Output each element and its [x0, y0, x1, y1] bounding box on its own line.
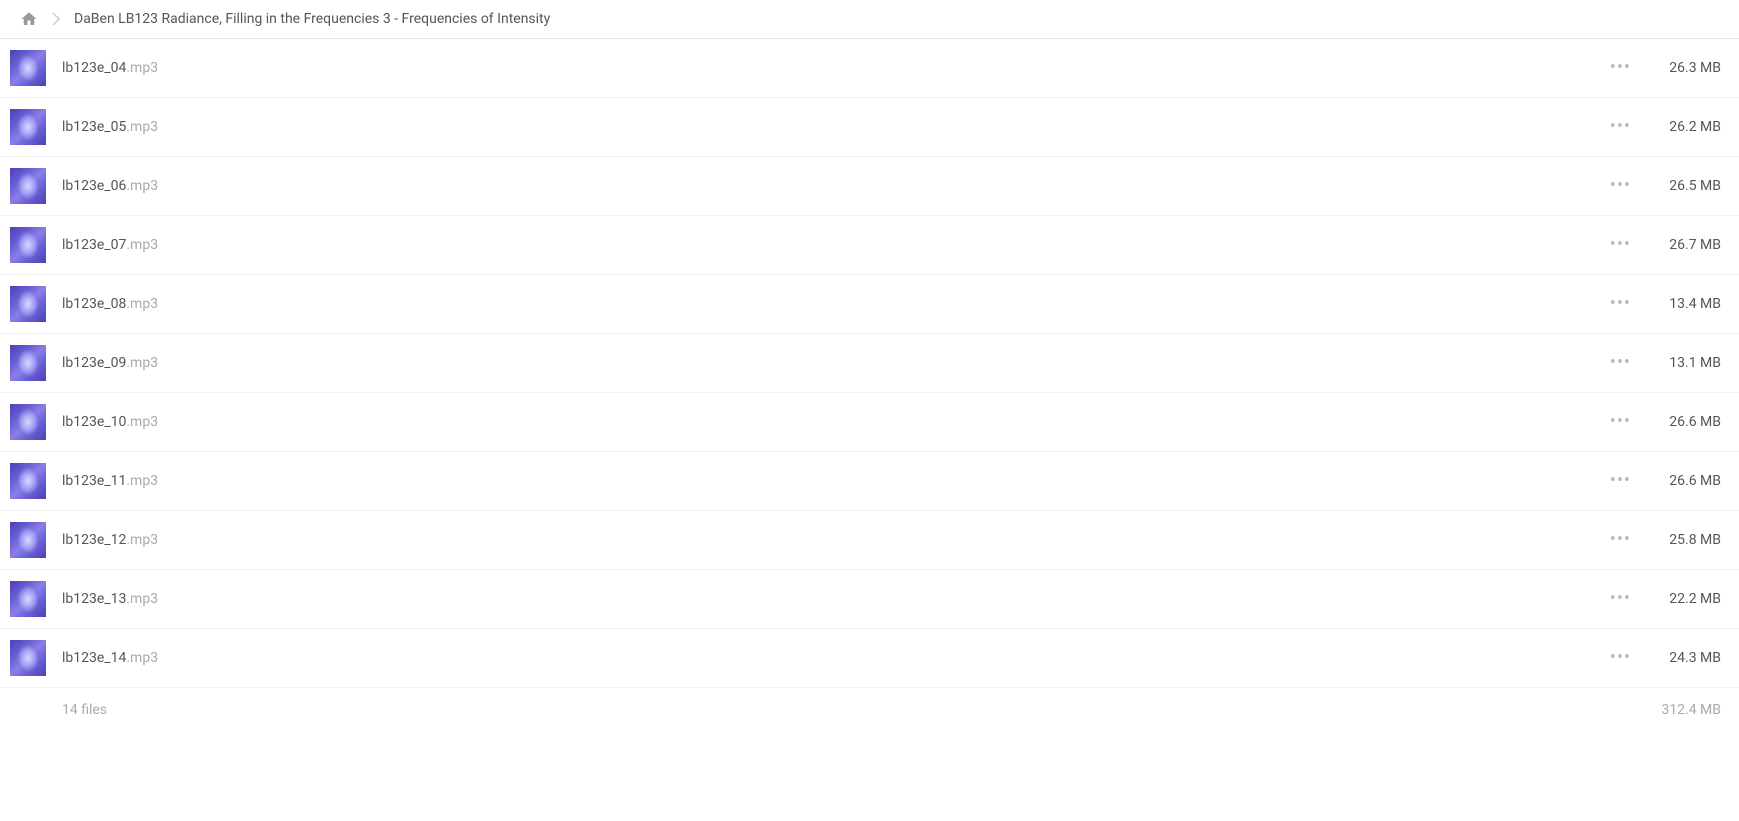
- file-thumbnail[interactable]: [10, 522, 46, 558]
- file-row[interactable]: lb123e_04.mp3 ••• 26.3 MB: [0, 39, 1739, 98]
- file-name[interactable]: lb123e_08.mp3: [62, 296, 1582, 312]
- file-basename: lb123e_14: [62, 650, 126, 666]
- file-basename: lb123e_12: [62, 532, 126, 548]
- file-size: 25.8 MB: [1659, 532, 1729, 548]
- chevron-right-icon: [52, 11, 60, 27]
- file-thumbnail[interactable]: [10, 345, 46, 381]
- file-basename: lb123e_09: [62, 355, 126, 371]
- file-name[interactable]: lb123e_13.mp3: [62, 591, 1582, 607]
- breadcrumb-title[interactable]: DaBen LB123 Radiance, Filling in the Fre…: [74, 11, 550, 27]
- more-icon[interactable]: •••: [1598, 354, 1643, 372]
- more-icon[interactable]: •••: [1598, 118, 1643, 136]
- file-basename: lb123e_13: [62, 591, 126, 607]
- file-extension: .mp3: [126, 473, 158, 489]
- file-row[interactable]: lb123e_14.mp3 ••• 24.3 MB: [0, 629, 1739, 688]
- file-size: 26.6 MB: [1659, 473, 1729, 489]
- file-name[interactable]: lb123e_12.mp3: [62, 532, 1582, 548]
- file-size: 13.4 MB: [1659, 296, 1729, 312]
- file-size: 22.2 MB: [1659, 591, 1729, 607]
- file-extension: .mp3: [126, 591, 158, 607]
- file-row[interactable]: lb123e_11.mp3 ••• 26.6 MB: [0, 452, 1739, 511]
- more-icon[interactable]: •••: [1598, 59, 1643, 77]
- footer-size: 312.4 MB: [1661, 702, 1729, 718]
- file-size: 13.1 MB: [1659, 355, 1729, 371]
- file-basename: lb123e_06: [62, 178, 126, 194]
- file-row[interactable]: lb123e_12.mp3 ••• 25.8 MB: [0, 511, 1739, 570]
- file-name[interactable]: lb123e_06.mp3: [62, 178, 1582, 194]
- file-extension: .mp3: [126, 178, 158, 194]
- file-extension: .mp3: [126, 355, 158, 371]
- file-basename: lb123e_11: [62, 473, 126, 489]
- file-name[interactable]: lb123e_14.mp3: [62, 650, 1582, 666]
- file-thumbnail[interactable]: [10, 50, 46, 86]
- file-name[interactable]: lb123e_10.mp3: [62, 414, 1582, 430]
- file-basename: lb123e_05: [62, 119, 126, 135]
- file-thumbnail[interactable]: [10, 404, 46, 440]
- more-icon[interactable]: •••: [1598, 531, 1643, 549]
- file-extension: .mp3: [126, 532, 158, 548]
- file-basename: lb123e_04: [62, 60, 126, 76]
- file-row[interactable]: lb123e_09.mp3 ••• 13.1 MB: [0, 334, 1739, 393]
- file-size: 26.7 MB: [1659, 237, 1729, 253]
- file-row[interactable]: lb123e_05.mp3 ••• 26.2 MB: [0, 98, 1739, 157]
- more-icon[interactable]: •••: [1598, 295, 1643, 313]
- file-size: 26.5 MB: [1659, 178, 1729, 194]
- file-list: lb123e_04.mp3•••26.3 MBlb123e_05.mp3•••2…: [0, 39, 1739, 688]
- file-extension: .mp3: [126, 237, 158, 253]
- file-extension: .mp3: [126, 414, 158, 430]
- file-extension: .mp3: [126, 650, 158, 666]
- file-extension: .mp3: [126, 119, 158, 135]
- file-basename: lb123e_10: [62, 414, 126, 430]
- file-name[interactable]: lb123e_04.mp3: [62, 60, 1582, 76]
- file-size: 26.2 MB: [1659, 119, 1729, 135]
- file-row[interactable]: lb123e_13.mp3 ••• 22.2 MB: [0, 570, 1739, 629]
- breadcrumb: DaBen LB123 Radiance, Filling in the Fre…: [0, 0, 1739, 39]
- file-extension: .mp3: [126, 296, 158, 312]
- file-name[interactable]: lb123e_11.mp3: [62, 473, 1582, 489]
- footer: 14 files 312.4 MB: [0, 688, 1739, 732]
- more-icon[interactable]: •••: [1598, 590, 1643, 608]
- file-name[interactable]: lb123e_07.mp3: [62, 237, 1582, 253]
- file-size: 24.3 MB: [1659, 650, 1729, 666]
- file-row[interactable]: lb123e_08.mp3 ••• 13.4 MB: [0, 275, 1739, 334]
- file-name[interactable]: lb123e_09.mp3: [62, 355, 1582, 371]
- more-icon[interactable]: •••: [1598, 472, 1643, 490]
- file-row[interactable]: lb123e_06.mp3 ••• 26.5 MB: [0, 157, 1739, 216]
- file-thumbnail[interactable]: [10, 286, 46, 322]
- file-basename: lb123e_07: [62, 237, 126, 253]
- more-icon[interactable]: •••: [1598, 236, 1643, 254]
- file-thumbnail[interactable]: [10, 640, 46, 676]
- more-icon[interactable]: •••: [1598, 649, 1643, 667]
- file-row[interactable]: lb123e_10.mp3 ••• 26.6 MB: [0, 393, 1739, 452]
- file-thumbnail[interactable]: [10, 168, 46, 204]
- file-thumbnail[interactable]: [10, 109, 46, 145]
- file-thumbnail[interactable]: [10, 227, 46, 263]
- more-icon[interactable]: •••: [1598, 413, 1643, 431]
- file-size: 26.6 MB: [1659, 414, 1729, 430]
- file-size: 26.3 MB: [1659, 60, 1729, 76]
- file-row[interactable]: lb123e_07.mp3 ••• 26.7 MB: [0, 216, 1739, 275]
- file-name[interactable]: lb123e_05.mp3: [62, 119, 1582, 135]
- file-basename: lb123e_08: [62, 296, 126, 312]
- file-extension: .mp3: [126, 60, 158, 76]
- footer-count: 14 files: [62, 702, 1661, 718]
- home-icon[interactable]: [20, 10, 38, 28]
- more-icon[interactable]: •••: [1598, 177, 1643, 195]
- file-thumbnail[interactable]: [10, 463, 46, 499]
- file-thumbnail[interactable]: [10, 581, 46, 617]
